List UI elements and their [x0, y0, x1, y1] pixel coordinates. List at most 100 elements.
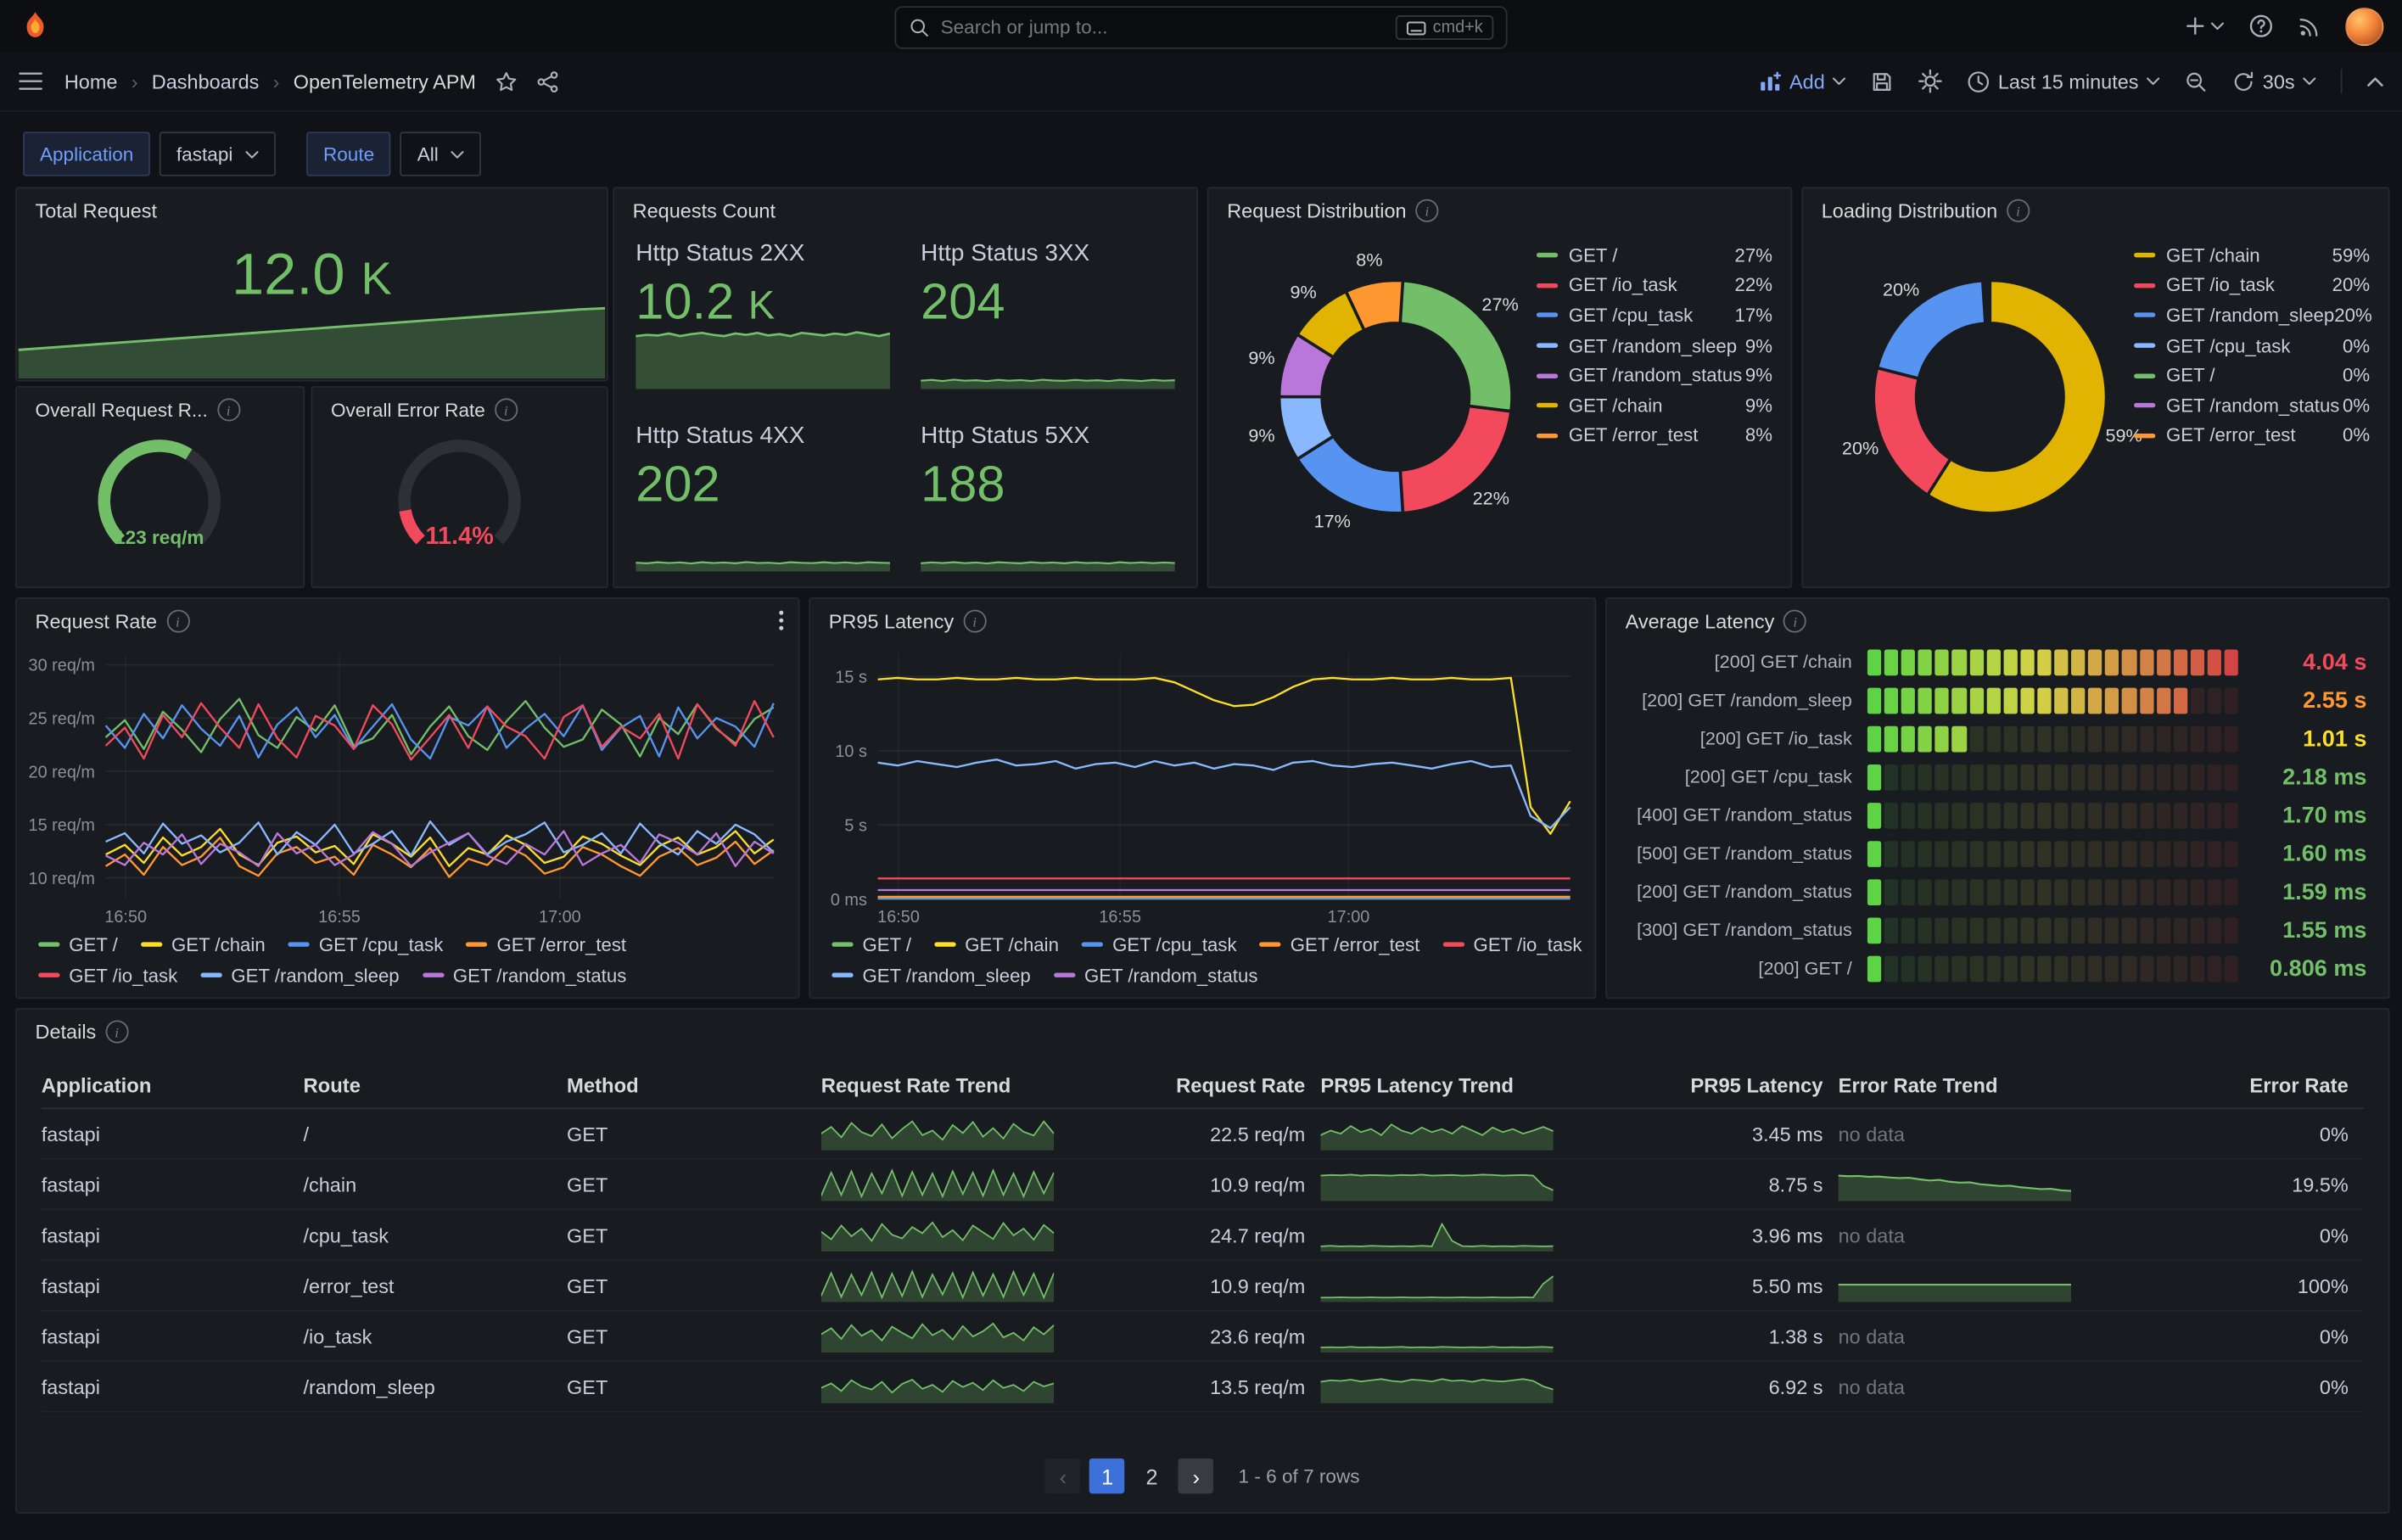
- legend-item[interactable]: GET /error_test: [1259, 930, 1419, 959]
- led-cell: [2190, 878, 2204, 905]
- led-cell: [2003, 725, 2018, 752]
- legend-item[interactable]: GET /error_test 0%: [2134, 421, 2370, 451]
- legend-item[interactable]: GET /error_test: [466, 930, 626, 959]
- led-cell: [1918, 878, 1933, 905]
- pagination-page-2[interactable]: 2: [1134, 1459, 1170, 1494]
- panel-header[interactable]: Request Rate i: [17, 599, 798, 636]
- panel-header[interactable]: Total Request: [17, 188, 607, 225]
- add-panel-button[interactable]: Add: [1759, 70, 1846, 92]
- pagination-prev-button[interactable]: ‹: [1045, 1458, 1081, 1494]
- legend-item[interactable]: GET /random_sleep: [200, 960, 400, 989]
- led-cell: [2054, 764, 2069, 790]
- led-cell: [2037, 725, 2052, 752]
- share-icon[interactable]: [535, 70, 558, 92]
- legend-item[interactable]: GET /: [38, 930, 118, 959]
- legend-item[interactable]: GET /chain: [934, 930, 1059, 959]
- help-button[interactable]: [2248, 14, 2273, 38]
- info-icon[interactable]: i: [105, 1020, 129, 1044]
- legend-item[interactable]: GET /chain 59%: [2134, 240, 2370, 270]
- refresh-picker[interactable]: 30s: [2232, 70, 2316, 92]
- legend-item[interactable]: GET /cpu_task: [1082, 930, 1237, 959]
- column-header[interactable]: Error Rate: [2249, 1072, 2349, 1096]
- time-range-picker[interactable]: Last 15 minutes: [1968, 70, 2160, 92]
- zoom-out-icon[interactable]: [2185, 70, 2208, 92]
- legend-item[interactable]: GET /random_status: [1053, 960, 1257, 989]
- legend-item[interactable]: GET /cpu_task: [288, 930, 443, 959]
- info-icon[interactable]: i: [165, 609, 189, 633]
- legend-label: GET /error_test: [496, 933, 627, 955]
- legend-item[interactable]: GET /io_task: [38, 960, 177, 989]
- legend-item[interactable]: GET /: [831, 930, 911, 959]
- led-cell: [2020, 840, 2035, 867]
- column-header[interactable]: PR95 Latency Trend: [1320, 1072, 1514, 1096]
- table-header-row: Application Route Method Request Rate Trend…: [41, 1061, 2364, 1110]
- legend-item[interactable]: GET /io_task 22%: [1536, 271, 1772, 300]
- add-panel-icon: [1761, 70, 1782, 90]
- column-header[interactable]: Route: [303, 1072, 361, 1096]
- rate-trend-sparkline: [820, 1369, 1055, 1403]
- legend-item[interactable]: GET /random_sleep 9%: [1536, 331, 1772, 361]
- panel-header[interactable]: Requests Count: [614, 188, 1196, 225]
- panel-header[interactable]: Loading Distribution i: [1803, 188, 2388, 225]
- panel-menu-button[interactable]: [778, 610, 784, 631]
- breadcrumb-dashboards[interactable]: Dashboards: [151, 70, 260, 93]
- panel-header[interactable]: Overall Error Rate i: [312, 388, 607, 424]
- legend-item[interactable]: GET /random_status: [422, 960, 626, 989]
- menu-toggle-icon[interactable]: [19, 70, 43, 92]
- save-dashboard-icon[interactable]: [1871, 70, 1894, 92]
- pagination-page-1[interactable]: 1: [1089, 1458, 1125, 1494]
- info-icon[interactable]: i: [2007, 199, 2030, 222]
- svg-text:16:55: 16:55: [318, 908, 361, 927]
- search-input[interactable]: Search or jump to... cmd+k: [894, 6, 1508, 49]
- panel-header[interactable]: Overall Request R... i: [17, 388, 304, 424]
- route-filter-value[interactable]: All: [400, 132, 482, 176]
- legend-item[interactable]: GET /random_sleep: [831, 960, 1031, 989]
- collapse-toolbar-icon[interactable]: [2366, 76, 2383, 87]
- legend-item[interactable]: GET /io_task 20%: [2134, 271, 2370, 300]
- panel-header[interactable]: Request Distribution i: [1209, 188, 1791, 225]
- latency-row: [200] GET /cpu_task 2.18 ms: [1626, 760, 2366, 794]
- legend-item[interactable]: GET /chain 9%: [1536, 390, 1772, 420]
- info-icon[interactable]: i: [494, 398, 518, 422]
- new-menu-button[interactable]: [2185, 15, 2225, 36]
- pr95-trend-sparkline: [1320, 1369, 1554, 1403]
- led-cell: [2003, 686, 2018, 714]
- led-cell: [1986, 878, 2001, 905]
- legend-item[interactable]: GET /error_test 8%: [1536, 421, 1772, 451]
- info-icon[interactable]: i: [216, 398, 240, 422]
- breadcrumb-home[interactable]: Home: [64, 70, 118, 93]
- column-header[interactable]: Request Rate Trend: [820, 1072, 1011, 1096]
- legend-item[interactable]: GET /io_task: [1442, 930, 1582, 959]
- legend-item[interactable]: GET /cpu_task 17%: [1536, 300, 1772, 330]
- legend-value: 17%: [1734, 305, 1772, 327]
- legend-item[interactable]: GET /random_sleep 20%: [2134, 300, 2372, 330]
- panel-header[interactable]: Details i: [17, 1010, 2388, 1046]
- news-button[interactable]: [2298, 14, 2321, 37]
- legend-item[interactable]: GET /cpu_task 0%: [2134, 331, 2370, 361]
- legend-item[interactable]: GET /random_status 0%: [2134, 390, 2370, 420]
- info-icon[interactable]: i: [1415, 199, 1439, 222]
- application-filter-value[interactable]: fastapi: [160, 132, 276, 176]
- grafana-logo[interactable]: [19, 9, 53, 43]
- legend-item[interactable]: GET /random_status 9%: [1536, 361, 1772, 390]
- info-icon[interactable]: i: [963, 609, 987, 633]
- stat-value: 188: [921, 455, 1005, 512]
- star-icon[interactable]: [495, 70, 518, 92]
- legend-item[interactable]: GET / 0%: [2134, 361, 2370, 390]
- settings-gear-icon[interactable]: [1918, 69, 1943, 93]
- led-cell: [2139, 955, 2153, 982]
- panel-header[interactable]: Average Latency i: [1607, 599, 2388, 636]
- legend-item[interactable]: GET / 27%: [1536, 240, 1772, 270]
- column-header[interactable]: Application: [41, 1072, 152, 1096]
- panel-header[interactable]: PR95 Latency i: [810, 599, 1594, 636]
- column-header[interactable]: PR95 Latency: [1690, 1072, 1823, 1096]
- legend-item[interactable]: GET /chain: [140, 930, 266, 959]
- led-cell: [2224, 725, 2238, 752]
- column-header[interactable]: Method: [567, 1072, 639, 1096]
- user-avatar[interactable]: [2345, 7, 2384, 46]
- pagination-next-button[interactable]: ›: [1179, 1458, 1214, 1494]
- info-icon[interactable]: i: [1783, 609, 1807, 633]
- legend-color-swatch: [2134, 372, 2156, 378]
- column-header[interactable]: Request Rate: [1176, 1072, 1306, 1096]
- column-header[interactable]: Error Rate Trend: [1838, 1072, 1998, 1096]
